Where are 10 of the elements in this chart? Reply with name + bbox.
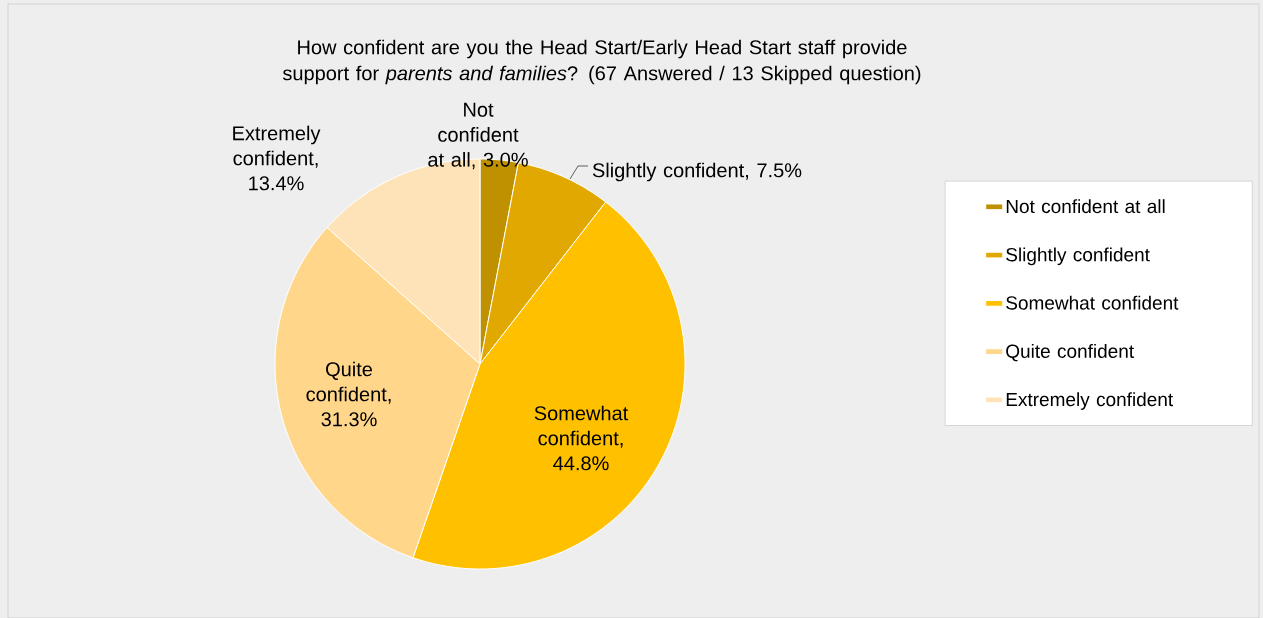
chart-title: How confident are you the Head Start/Early Head Start staff provide support for parents and families? (67 Answered / 13 Skipped question)	[282, 39, 921, 85]
legend-label: Extremely confident	[1006, 392, 1174, 410]
data-label: Somewhat confident, 44.8%	[534, 405, 629, 471]
data-label: Slightly confident, 7.5%	[592, 162, 802, 182]
data-label: Extremely confident, 13.4%	[233, 125, 321, 191]
legend-label: Quite confident	[1006, 343, 1134, 362]
legend-label: Somewhat confident	[1006, 295, 1179, 310]
legend-label: Not confident at all	[1006, 199, 1165, 214]
legend-label: Slightly confident	[1006, 247, 1150, 266]
data-label: Quite confident, 31.3%	[306, 361, 391, 427]
